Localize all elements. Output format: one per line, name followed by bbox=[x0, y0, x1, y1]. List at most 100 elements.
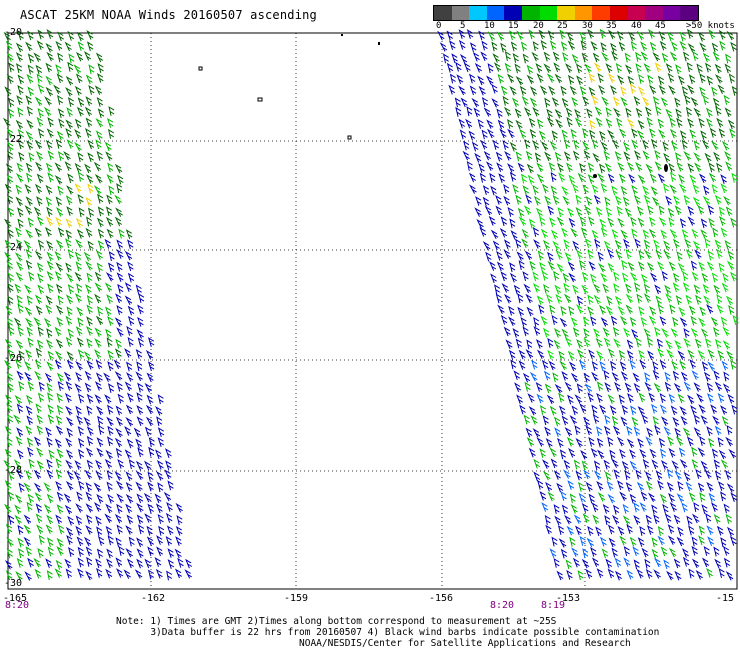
wind-barb bbox=[607, 248, 614, 259]
wind-barb bbox=[145, 416, 154, 427]
wind-barb bbox=[47, 350, 55, 361]
wind-barb bbox=[145, 349, 154, 360]
wind-barb bbox=[175, 502, 183, 513]
wind-barb bbox=[665, 339, 673, 350]
wind-barb bbox=[554, 73, 563, 84]
wind-barb bbox=[614, 150, 622, 161]
wind-barb bbox=[136, 493, 144, 504]
wind-barb bbox=[67, 173, 74, 184]
wind-barb bbox=[669, 184, 677, 194]
wind-barb bbox=[631, 184, 638, 195]
wind-barb bbox=[724, 469, 732, 480]
wind-barb bbox=[124, 381, 132, 392]
wind-barb bbox=[36, 73, 43, 84]
wind-barb bbox=[541, 270, 549, 281]
wind-barb bbox=[708, 162, 715, 173]
wind-barb bbox=[708, 492, 716, 503]
wind-barb bbox=[662, 182, 669, 193]
wind-barb bbox=[167, 480, 174, 491]
wind-barb bbox=[645, 514, 652, 525]
wind-barb bbox=[136, 558, 144, 569]
wind-barb bbox=[605, 206, 612, 217]
wind-barb bbox=[126, 514, 134, 525]
wind-barb bbox=[633, 194, 641, 205]
wind-barb bbox=[495, 195, 502, 205]
wind-barb bbox=[681, 548, 689, 558]
wind-barb bbox=[97, 415, 104, 426]
wind-barb bbox=[611, 547, 618, 558]
wind-barb bbox=[581, 460, 588, 471]
wind-barb bbox=[570, 372, 579, 383]
wind-barb bbox=[136, 537, 144, 548]
wind-barb bbox=[568, 447, 576, 458]
wind-barb bbox=[620, 86, 627, 97]
wind-barb bbox=[64, 392, 72, 403]
wind-barb bbox=[515, 119, 523, 130]
wind-barb bbox=[85, 74, 93, 85]
wind-barb bbox=[458, 118, 466, 129]
wind-barb bbox=[466, 29, 474, 39]
wind-barb bbox=[126, 438, 134, 449]
wind-barb bbox=[500, 42, 507, 53]
wind-barb bbox=[530, 415, 538, 425]
wind-barb bbox=[107, 436, 114, 447]
wind-barb bbox=[569, 85, 577, 96]
wind-barb bbox=[6, 317, 13, 328]
wind-barb bbox=[691, 558, 700, 569]
wind-barb bbox=[553, 62, 561, 72]
wind-barb bbox=[672, 272, 680, 283]
wind-barb bbox=[655, 470, 663, 481]
wind-barb bbox=[127, 261, 134, 272]
wind-barb bbox=[610, 360, 617, 371]
wind-barb bbox=[636, 568, 644, 579]
wind-barb bbox=[135, 460, 144, 471]
wind-barb bbox=[25, 259, 33, 270]
wind-barb bbox=[15, 261, 24, 271]
wind-barb bbox=[486, 128, 495, 139]
wind-barb bbox=[77, 426, 84, 436]
wind-barb bbox=[157, 513, 164, 524]
wind-barb bbox=[136, 502, 144, 513]
wind-barb bbox=[622, 503, 629, 514]
wind-barb bbox=[487, 31, 495, 41]
wind-barb bbox=[569, 493, 576, 504]
wind-barb bbox=[692, 184, 700, 194]
colorbar-label: 40 bbox=[631, 21, 642, 31]
wind-barb bbox=[671, 360, 678, 371]
wind-barb bbox=[97, 108, 105, 119]
wind-barb bbox=[631, 328, 639, 339]
wind-barb bbox=[106, 416, 114, 427]
wind-barb bbox=[25, 248, 33, 259]
wind-barb bbox=[713, 459, 720, 470]
wind-barb bbox=[95, 315, 104, 326]
wind-barb bbox=[591, 229, 599, 240]
wind-barb bbox=[518, 349, 526, 360]
wind-barb bbox=[579, 536, 586, 546]
wind-barb bbox=[17, 326, 24, 337]
wind-barb bbox=[596, 426, 603, 437]
wind-barb bbox=[147, 546, 154, 557]
wind-barb bbox=[553, 557, 560, 568]
wind-barb bbox=[647, 492, 656, 503]
wind-barb bbox=[125, 404, 134, 415]
wind-barb bbox=[55, 458, 62, 469]
wind-barb bbox=[507, 163, 515, 173]
wind-barb bbox=[8, 108, 15, 119]
wind-barb bbox=[653, 514, 660, 525]
wind-barb bbox=[547, 337, 554, 348]
wind-barb bbox=[720, 405, 728, 415]
wind-barb bbox=[660, 460, 668, 470]
wind-barb bbox=[632, 372, 640, 383]
wind-barb bbox=[668, 162, 675, 173]
wind-barb bbox=[65, 480, 74, 491]
wind-barb bbox=[115, 293, 123, 304]
wind-barb bbox=[468, 73, 476, 84]
wind-barb bbox=[34, 227, 42, 238]
wind-barb bbox=[628, 31, 636, 42]
wind-barb bbox=[636, 293, 643, 304]
wind-barb bbox=[36, 196, 43, 206]
wind-barb bbox=[94, 271, 102, 282]
wind-barb bbox=[536, 349, 545, 360]
wind-barb bbox=[667, 524, 675, 534]
wind-barb bbox=[95, 52, 104, 63]
